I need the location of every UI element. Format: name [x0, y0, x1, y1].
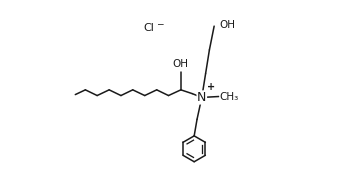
Text: OH: OH — [173, 59, 189, 69]
Text: OH: OH — [219, 20, 235, 30]
Text: −: − — [156, 19, 163, 28]
Text: Cl: Cl — [144, 23, 155, 33]
Text: CH₃: CH₃ — [220, 91, 239, 102]
Text: +: + — [207, 82, 215, 92]
Text: N: N — [197, 91, 207, 104]
